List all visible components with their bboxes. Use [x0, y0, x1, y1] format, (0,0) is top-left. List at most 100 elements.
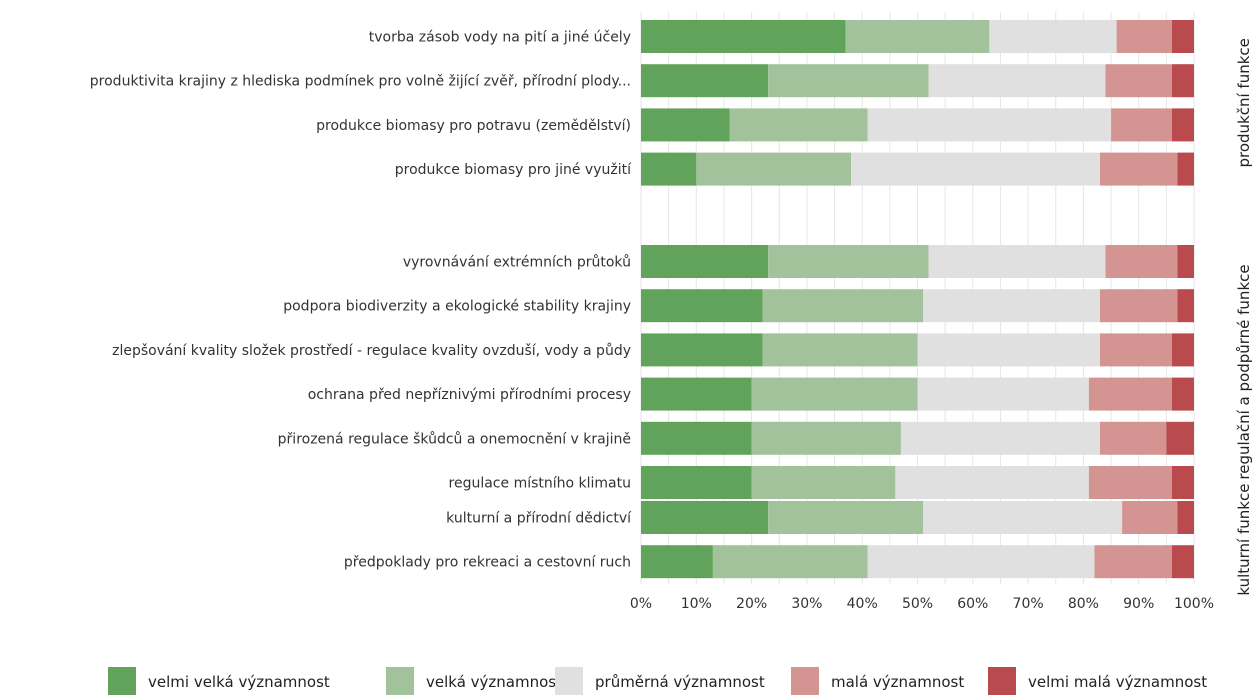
bar-segment — [696, 152, 852, 186]
bar-segment — [768, 501, 924, 534]
bar-segment — [1099, 152, 1178, 186]
category-label: přirozená regulace škůdců a onemocnění v… — [278, 431, 631, 447]
bar-segment — [641, 289, 763, 323]
x-tick-label: 90% — [1123, 596, 1154, 612]
bar-segment — [1171, 545, 1194, 579]
category-label: vyrovnávání extrémních průtoků — [403, 255, 631, 271]
bar-segment — [1177, 289, 1194, 323]
category-labels: tvorba zásob vody na pití a jiné účely pr… — [90, 30, 632, 571]
bar-segment — [1122, 501, 1178, 534]
bar-segment — [729, 108, 868, 142]
category-label: produkce biomasy pro potravu (zemědělstv… — [316, 118, 631, 134]
bar-segment — [641, 20, 846, 53]
bar-segment — [1105, 245, 1178, 278]
legend-label: průměrná významnost — [595, 673, 765, 691]
bar-segment — [989, 20, 1117, 53]
bar-segment — [1171, 20, 1194, 53]
legend-label: velmi velká významnost — [148, 673, 330, 691]
bar-segment — [1099, 421, 1167, 455]
bar-segment — [917, 333, 1100, 367]
category-label: kulturní a přírodní dědictví — [446, 511, 632, 527]
bar-segment — [845, 20, 990, 53]
group-labels: produkční funkce regulační a podpůrné fun… — [1235, 38, 1253, 596]
bar-segment — [1099, 289, 1178, 323]
bar-segment — [768, 245, 929, 278]
bar-segment — [1171, 466, 1194, 499]
bar-segment — [641, 108, 730, 142]
legend-swatch — [791, 667, 819, 695]
bar-segment — [1177, 152, 1194, 186]
bar-segment — [1171, 333, 1194, 367]
bar-segment — [762, 333, 918, 367]
category-label: tvorba zásob vody na pití a jiné účely — [369, 30, 631, 46]
bar-segment — [751, 466, 896, 499]
x-tick-label: 100% — [1174, 596, 1214, 612]
bar-segment — [751, 377, 918, 411]
category-label: regulace místního klimatu — [449, 476, 631, 492]
bar-segment — [751, 421, 901, 455]
legend: velmi velká významnost velká významnost pr… — [108, 667, 1207, 695]
category-label: předpoklady pro rekreaci a cestovní ruch — [344, 555, 631, 571]
bar-segment — [641, 421, 752, 455]
bar-segment — [1171, 64, 1194, 98]
bar-segment — [768, 64, 929, 98]
x-tick-label: 30% — [791, 596, 822, 612]
category-label: zlepšování kvality složek prostředí - re… — [112, 343, 631, 359]
legend-swatch — [386, 667, 414, 695]
bar-segment — [1177, 245, 1194, 278]
bar-segment — [1171, 108, 1194, 142]
x-tick-label: 0% — [630, 596, 652, 612]
legend-label: velká významnost — [426, 673, 562, 691]
x-tick-label: 40% — [847, 596, 878, 612]
bar-segment — [1166, 421, 1194, 455]
bar-segment — [1171, 377, 1194, 411]
legend-label: velmi malá významnost — [1028, 673, 1207, 691]
category-label: ochrana před nepříznivými přírodními pro… — [308, 387, 631, 403]
bar-segment — [895, 466, 1089, 499]
bar-segment — [1094, 545, 1172, 579]
legend-swatch — [108, 667, 136, 695]
bar-segment — [900, 421, 1100, 455]
bar-segment — [641, 545, 713, 579]
x-axis-ticks: 0% 10% 20% 30% 40% 50% 60% 70% 80% 90% 100% — [630, 596, 1214, 612]
bar-segment — [867, 108, 1112, 142]
bars — [641, 20, 1194, 579]
group-label: regulační a podpůrné funkce — [1235, 264, 1253, 479]
x-tick-label: 80% — [1068, 596, 1099, 612]
x-tick-label: 10% — [681, 596, 712, 612]
group-label: kulturní funkce — [1235, 484, 1253, 596]
bar-segment — [641, 501, 769, 534]
x-tick-label: 20% — [736, 596, 767, 612]
x-tick-label: 50% — [902, 596, 933, 612]
bar-segment — [923, 501, 1123, 534]
bar-segment — [712, 545, 868, 579]
category-label: produktivita krajiny z hlediska podmínek… — [90, 74, 631, 90]
bar-segment — [1088, 466, 1172, 499]
bar-segment — [1116, 20, 1172, 53]
bar-segment — [851, 152, 1100, 186]
bar-segment — [1111, 108, 1172, 142]
bar-segment — [1099, 333, 1172, 367]
bar-segment — [917, 377, 1089, 411]
bar-segment — [641, 333, 763, 367]
category-label: produkce biomasy pro jiné využití — [395, 162, 632, 178]
category-label: podpora biodiverzity a ekologické stabil… — [283, 299, 631, 315]
legend-swatch — [555, 667, 583, 695]
bar-segment — [641, 245, 769, 278]
bar-segment — [867, 545, 1095, 579]
bar-segment — [641, 152, 697, 186]
bar-segment — [1105, 64, 1172, 98]
bar-segment — [641, 466, 752, 499]
legend-label: malá významnost — [831, 673, 964, 691]
bar-segment — [928, 245, 1106, 278]
legend-swatch — [988, 667, 1016, 695]
group-label: produkční funkce — [1235, 38, 1253, 167]
x-tick-label: 70% — [1013, 596, 1044, 612]
bar-segment — [641, 64, 769, 98]
bar-segment — [762, 289, 924, 323]
bar-segment — [928, 64, 1106, 98]
bar-segment — [923, 289, 1100, 323]
bar-segment — [1177, 501, 1194, 534]
x-tick-label: 60% — [957, 596, 988, 612]
